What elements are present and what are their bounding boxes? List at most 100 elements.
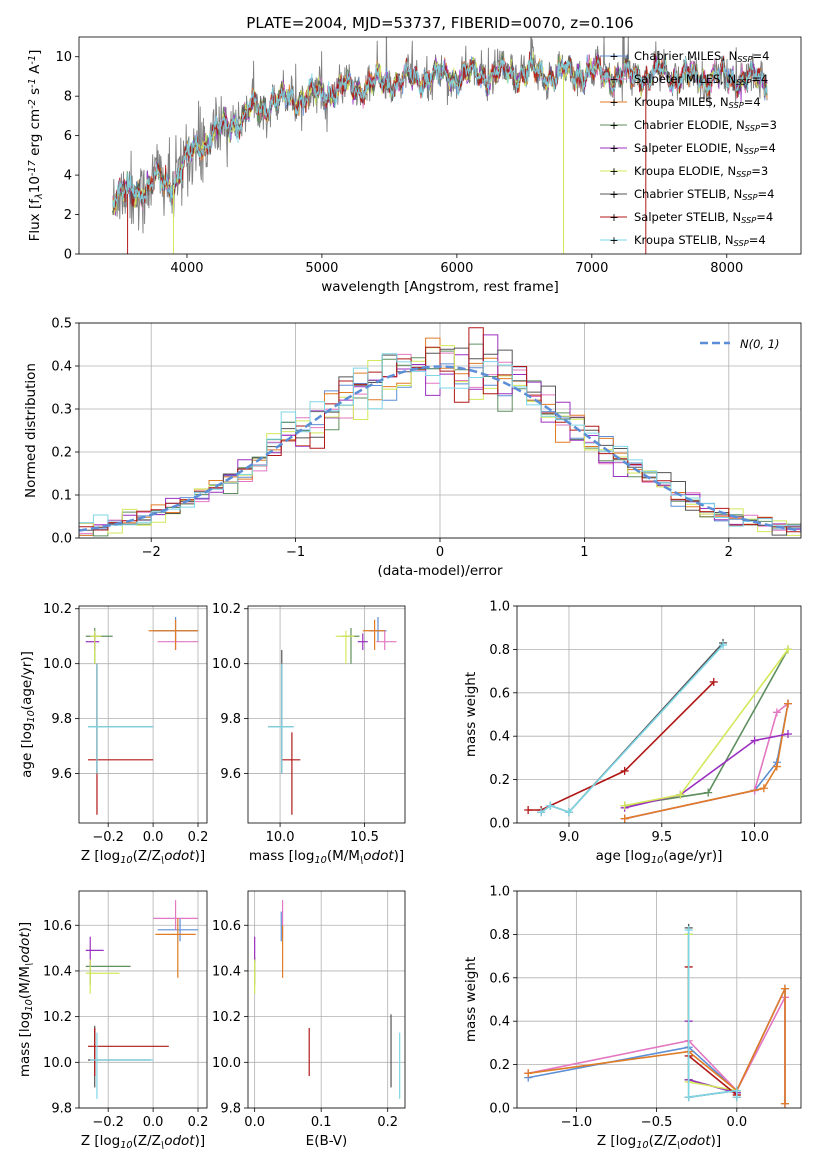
legend-entry: Kroupa STELIB, NSSP=4: [634, 233, 766, 248]
x-axis-label: Z [log10(Z/Z\odot)]: [81, 848, 205, 866]
panel-mass_weight_vs_age: 9.0 9.5 10.0 0.0 0.2 0.4 0.6 0.8 1.0 age [log10(a…: [463, 600, 802, 866]
model-spectrum-3: [112, 52, 768, 208]
y-tick-label: 2: [64, 208, 72, 223]
legend-entry: Kroupa ELODIE, NSSP=3: [634, 164, 768, 179]
axes-border: [516, 890, 802, 1109]
y-tick-label: 1.0: [489, 885, 510, 900]
y-axis-label: Flux [fλ10-17 erg cm-2 s-1 A-1]: [27, 50, 45, 242]
axes-frame: 9.0 9.5 10.0 0.0 0.2 0.4 0.6 0.8 1.0 age [log10(a…: [463, 600, 802, 866]
normal-curve: [79, 365, 801, 532]
figure-title: PLATE=2004, MJD=53737, FIBERID=0070, z=0…: [246, 14, 633, 32]
series-marker: [780, 984, 789, 993]
axes-frame: −0.2 0.0 0.2 9.8 10.0 10.2 10.4 10.6 Z [log10(Z/…: [17, 890, 208, 1151]
x-tick-label: −0.2: [92, 830, 124, 845]
y-tick-label: 9.8: [220, 1102, 241, 1117]
series-marker: [684, 1093, 693, 1102]
legend-marker: +: [609, 142, 618, 155]
series-marker: [546, 801, 555, 810]
errorbar-point-8: [90, 1032, 154, 1099]
errorbar-point-3: [85, 627, 113, 664]
y-tick-label: 10.0: [212, 657, 241, 672]
y-tick-label: 0: [64, 248, 72, 263]
y-tick-label: 0.2: [51, 446, 72, 461]
y-tick-label: 10.2: [212, 602, 241, 617]
y-tick-label: 10.0: [43, 657, 72, 672]
x-tick-label: 0.0: [143, 830, 164, 845]
legend-marker: +: [609, 165, 618, 178]
x-tick-label: 5000: [305, 261, 338, 276]
series-marker: [772, 708, 781, 717]
series-marker: [684, 926, 693, 935]
x-tick-label: −1.0: [561, 1115, 593, 1130]
panel-mass_vs_Z: −0.2 0.0 0.2 9.8 10.0 10.2 10.4 10.6 Z [log10(Z/…: [17, 890, 208, 1151]
axes-border: [247, 890, 406, 1109]
panel-mass_vs_ebv: 0.0 0.1 0.2 9.8 10.0 10.2 10.4 10.6 E(B-V): [212, 890, 406, 1149]
errorbar-point-8: [87, 663, 154, 774]
series-marker: [620, 801, 629, 810]
y-tick-label: 9.8: [51, 1102, 72, 1117]
axes-frame: 4000 5000 6000 7000 8000 0 2 4 6 8 10 wavelength [A…: [27, 36, 802, 295]
y-tick-label: 0.8: [489, 643, 510, 658]
panel-mass_weight_vs_Z: −1.0 −0.5 0.0 0.0 0.2 0.4 0.6 0.8 1.0 Z [log10(Z/…: [463, 885, 802, 1151]
y-tick-label: 0.0: [51, 532, 72, 547]
x-tick-label: 7000: [575, 261, 608, 276]
y-axis-label: Normed distribution: [23, 363, 39, 498]
y-tick-label: 9.8: [220, 712, 241, 727]
plot-area: [112, 37, 768, 254]
x-tick-label: 0.2: [377, 1115, 398, 1130]
axes-border: [78, 605, 208, 824]
y-tick-label: 0.4: [489, 730, 510, 745]
series-line-7: [528, 681, 715, 811]
y-tick-label: 0.6: [489, 686, 510, 701]
legend-marker: +: [609, 73, 618, 86]
y-tick-label: 0.4: [489, 1015, 510, 1030]
legend-marker: +: [609, 211, 618, 224]
x-tick-label: 4000: [170, 261, 203, 276]
legend-entry: Chabrier MILES, NSSP=4: [634, 49, 769, 64]
legend-marker: +: [609, 188, 618, 201]
errorbar-point-3: [342, 627, 360, 664]
x-tick-label: −2: [142, 545, 161, 560]
x-tick-label: 10.5: [350, 830, 379, 845]
x-tick-label: 2: [725, 545, 733, 560]
x-tick-label: −1: [286, 545, 305, 560]
series-marker: [750, 736, 759, 745]
series-line-5: [624, 648, 789, 807]
errorbar-point-4: [85, 936, 104, 967]
y-tick-label: 10.6: [212, 919, 241, 934]
x-tick-label: 0.0: [143, 1115, 164, 1130]
series-marker: [704, 788, 713, 797]
series-marker: [772, 762, 781, 771]
x-tick-label: 8000: [710, 261, 743, 276]
series-marker: [780, 1099, 789, 1108]
errorbar-point-2: [148, 619, 199, 650]
x-axis-label: E(B-V): [306, 1133, 348, 1149]
legend-entry: Salpeter STELIB, NSSP=4: [634, 210, 773, 225]
x-tick-label: −0.2: [92, 1115, 124, 1130]
errorbar-point-1: [157, 630, 199, 650]
y-tick-label: 10.6: [43, 919, 72, 934]
y-tick-label: 10.2: [43, 1010, 72, 1025]
axes-frame: 0.0 0.1 0.2 9.8 10.0 10.2 10.4 10.6 E(B-V): [212, 890, 406, 1149]
y-tick-label: 9.6: [51, 767, 72, 782]
plot-area: [85, 900, 199, 1099]
series-marker: [709, 677, 718, 686]
series-line-8: [540, 644, 724, 814]
x-axis-label: mass [log10(M/M\odot)]: [249, 848, 404, 866]
y-tick-label: 8: [64, 90, 72, 105]
y-tick-label: 10.4: [212, 964, 241, 979]
errorbar-point-1: [153, 900, 199, 930]
plot-area: [268, 616, 397, 815]
errorbar-point-2: [362, 619, 385, 650]
errorbar-point-0: [369, 616, 387, 642]
series-line-7: [687, 967, 738, 1096]
y-tick-label: 0.3: [51, 403, 72, 418]
series-marker: [620, 766, 629, 775]
y-axis-label: age [log10(age/yr)]: [19, 651, 37, 778]
x-axis-label: Z [log10(Z/Z\odot)]: [81, 1133, 205, 1151]
legend-marker: +: [609, 96, 618, 109]
x-tick-label: 6000: [440, 261, 473, 276]
x-tick-label: 0.2: [188, 830, 209, 845]
series-line-3: [624, 649, 789, 807]
